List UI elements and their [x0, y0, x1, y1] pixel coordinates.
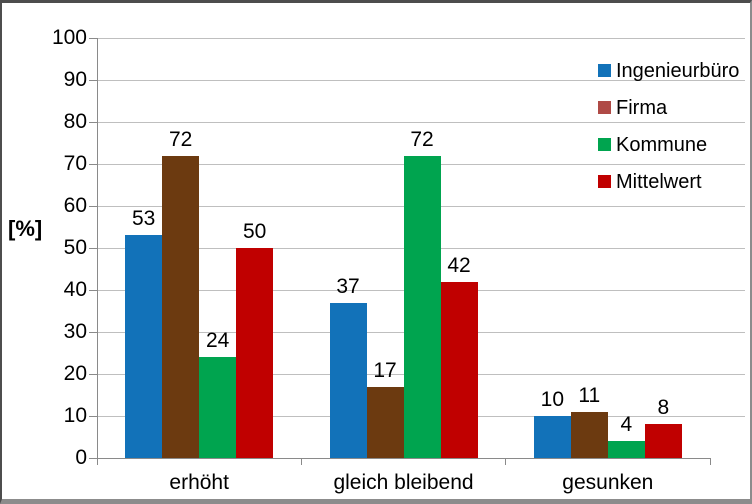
bar-kommune-1 — [199, 357, 237, 458]
y-tick-label: 0 — [75, 446, 87, 469]
y-tick-label: 70 — [63, 152, 87, 175]
bar-mittelwert-1 — [236, 248, 274, 458]
bar-value-label: 50 — [242, 220, 267, 243]
y-gridline — [97, 37, 745, 39]
legend-label: Mittelwert — [616, 171, 702, 193]
x-axis-line — [97, 457, 710, 459]
y-axis-line — [96, 38, 98, 465]
y-tick-label: 80 — [63, 110, 87, 133]
y-axis-tick — [89, 163, 97, 165]
bar-value-label: 72 — [168, 127, 193, 151]
y-tick-label: 40 — [63, 278, 87, 301]
bar-kommune-2 — [403, 155, 441, 458]
bar-firma-1 — [162, 155, 200, 458]
y-axis-tick — [89, 205, 97, 207]
y-axis-tick — [89, 373, 97, 375]
y-gridline — [97, 79, 745, 81]
bar-value-label: 37 — [336, 274, 360, 298]
x-axis-tick — [505, 458, 507, 465]
legend-swatch-icon — [598, 175, 611, 188]
bar-ingenieurbüro-1 — [125, 235, 163, 458]
y-axis-tick — [89, 457, 97, 459]
y-tick-label: 10 — [63, 404, 87, 427]
bar-mittelwert-2 — [440, 281, 478, 458]
y-axis-tick — [89, 247, 97, 249]
legend-label: Kommune — [616, 134, 708, 156]
bar-value-label: 10 — [540, 388, 564, 411]
bar-value-label: 24 — [205, 329, 230, 353]
legend-label: Ingenieurbüro — [616, 60, 740, 82]
legend-label: Firma — [616, 97, 668, 119]
bar-value-label: 11 — [578, 383, 601, 407]
bar-value-label: 8 — [657, 396, 670, 420]
bar-firma-3 — [570, 411, 608, 458]
bar-ingenieurbüro-2 — [329, 302, 367, 458]
y-axis-tick — [89, 79, 97, 81]
y-axis-tick — [89, 331, 97, 333]
bar-value-label: 53 — [131, 207, 156, 231]
x-category-label: gesunken — [562, 471, 654, 494]
x-category-label: erhöht — [169, 471, 229, 494]
bar-value-label: 17 — [373, 358, 397, 382]
bar-value-label: 42 — [447, 253, 471, 277]
y-gridline — [97, 121, 745, 123]
y-axis-tick — [89, 37, 97, 39]
y-tick-label: 100 — [51, 26, 87, 49]
legend-swatch-icon — [598, 138, 611, 151]
y-tick-label: 20 — [63, 362, 87, 385]
x-category-label: gleich bleibend — [333, 471, 474, 494]
y-tick-label: 30 — [63, 320, 87, 343]
bar-value-label: 72 — [410, 127, 434, 151]
bar-ingenieurbüro-3 — [533, 416, 571, 458]
x-axis-tick — [96, 458, 98, 465]
y-tick-label: 90 — [63, 68, 87, 91]
x-axis-tick — [709, 458, 711, 465]
bar-firma-2 — [366, 386, 404, 458]
y-axis-tick — [89, 289, 97, 291]
bar-kommune-3 — [607, 441, 645, 458]
legend-swatch-icon — [598, 101, 611, 114]
y-tick-label: 50 — [63, 236, 87, 259]
legend-swatch-icon — [598, 64, 611, 77]
bar-value-label: 4 — [620, 413, 633, 437]
y-tick-label: 60 — [63, 194, 87, 217]
y-axis-tick — [89, 121, 97, 123]
y-axis-tick — [89, 415, 97, 417]
bar-mittelwert-3 — [644, 424, 682, 458]
x-axis-tick — [300, 458, 302, 465]
y-axis-title: [%] — [8, 216, 43, 241]
